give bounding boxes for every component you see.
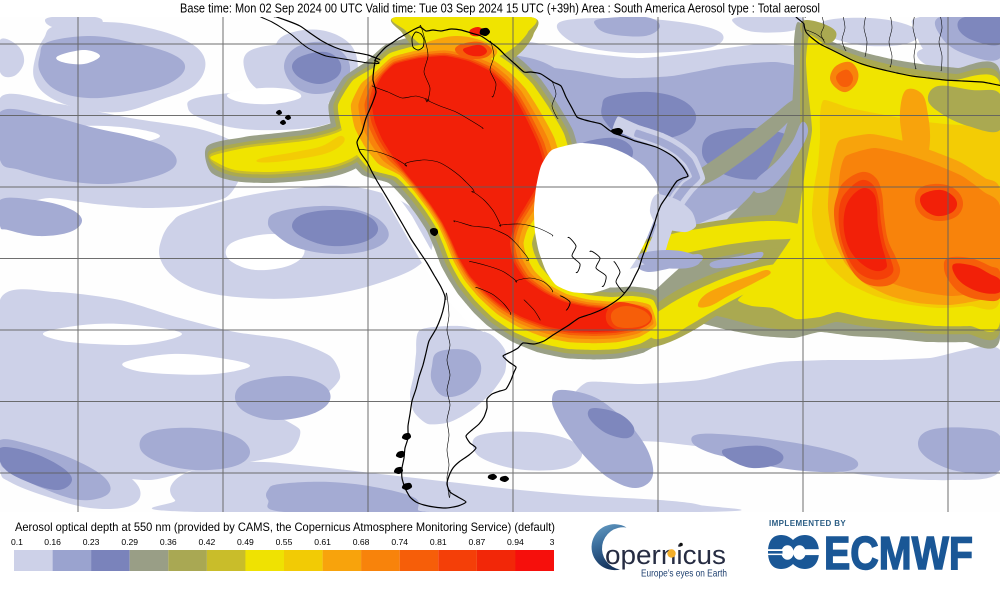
- svg-text:0.81: 0.81: [430, 537, 447, 547]
- svg-text:IMPLEMENTED BY: IMPLEMENTED BY: [769, 519, 846, 528]
- svg-text:0.23: 0.23: [83, 537, 100, 547]
- svg-text:0.94: 0.94: [507, 537, 524, 547]
- svg-text:0.74: 0.74: [391, 537, 408, 547]
- svg-text:0.49: 0.49: [237, 537, 254, 547]
- svg-text:3: 3: [550, 537, 555, 547]
- svg-text:0.68: 0.68: [353, 537, 370, 547]
- svg-text:0.1: 0.1: [11, 537, 23, 547]
- svg-text:0.29: 0.29: [121, 537, 138, 547]
- svg-text:0.61: 0.61: [314, 537, 331, 547]
- svg-text:Base time: Mon 02 Sep 2024 00: Base time: Mon 02 Sep 2024 00 UTC Valid …: [180, 1, 820, 16]
- svg-text:0.36: 0.36: [160, 537, 177, 547]
- svg-text:0.87: 0.87: [469, 537, 486, 547]
- svg-text:0.42: 0.42: [199, 537, 216, 547]
- svg-text:Aerosol optical depth at 550 n: Aerosol optical depth at 550 nm (provide…: [15, 520, 555, 534]
- svg-text:opernicus: opernicus: [605, 540, 726, 570]
- svg-text:0.16: 0.16: [44, 537, 61, 547]
- svg-text:0.55: 0.55: [276, 537, 293, 547]
- svg-text:ECMWF: ECMWF: [824, 527, 973, 579]
- svg-text:Europe’s eyes on Earth: Europe’s eyes on Earth: [641, 568, 727, 580]
